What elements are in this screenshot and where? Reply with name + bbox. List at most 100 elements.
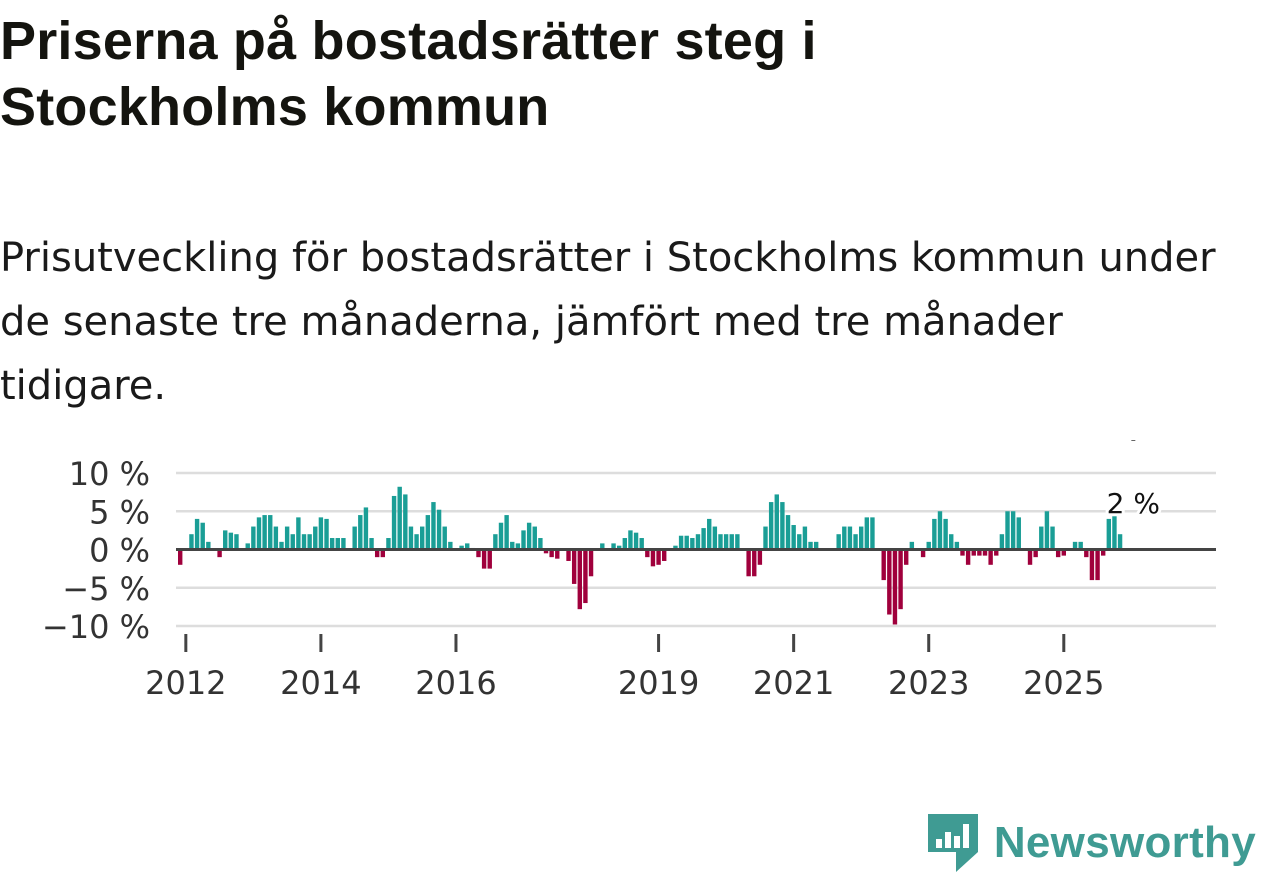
bar — [1078, 541, 1083, 550]
bar — [234, 534, 239, 550]
x-tick-label: 2021 — [753, 664, 834, 702]
bar — [965, 549, 971, 565]
bar — [284, 526, 290, 550]
bar — [532, 526, 537, 550]
bar — [684, 535, 689, 550]
bar — [515, 543, 521, 550]
bar — [729, 534, 734, 550]
bar — [403, 494, 408, 550]
newsworthy-logo: Newsworthy — [927, 813, 1256, 873]
bar — [178, 549, 183, 565]
bar — [324, 518, 329, 550]
x-tick-label: 2023 — [888, 664, 969, 702]
bar — [678, 535, 684, 550]
bar — [701, 528, 706, 550]
bar — [656, 549, 661, 565]
x-tick-label: 2014 — [280, 664, 361, 702]
bar — [858, 526, 864, 550]
bar — [802, 526, 808, 550]
bar — [853, 534, 858, 550]
chart-title: Priserna på bostadsrätter steg i Stockho… — [0, 11, 817, 137]
bar — [555, 549, 560, 559]
bar — [718, 534, 723, 550]
bar — [318, 517, 324, 550]
chart-subtitle: Prisutveckling för bostadsrätter i Stock… — [0, 235, 1216, 409]
bar — [797, 534, 802, 550]
bar — [408, 526, 414, 550]
bar — [217, 549, 222, 558]
x-tick-label: 2025 — [1023, 664, 1104, 702]
bar — [960, 549, 965, 556]
bar — [268, 515, 273, 550]
bar — [780, 502, 785, 550]
bar — [847, 526, 853, 550]
bar — [690, 538, 695, 550]
bar — [386, 538, 391, 550]
x-tick-label: 2012 — [145, 664, 226, 702]
bar — [707, 518, 712, 550]
bar — [465, 543, 470, 550]
bar — [442, 526, 447, 550]
bar — [571, 549, 577, 584]
bar — [290, 534, 295, 550]
bar — [262, 515, 267, 550]
bar — [329, 538, 335, 550]
bar — [723, 534, 729, 550]
x-tick-label: 2019 — [618, 664, 699, 702]
bar — [1050, 526, 1055, 550]
bar — [1112, 515, 1117, 550]
x-axis: 2012 2014 2016 2019 2021 2023 2025 — [145, 634, 1105, 702]
bar — [611, 543, 616, 550]
bar — [673, 545, 678, 550]
bar — [481, 549, 487, 569]
y-axis-labels: 10 %5 %0 %−5 %−10 % — [42, 455, 150, 646]
gridlines — [176, 471, 1216, 628]
bar — [549, 549, 554, 558]
bar — [521, 530, 526, 550]
bar — [622, 538, 628, 550]
bar — [982, 549, 988, 556]
bar — [1033, 549, 1038, 558]
bar — [380, 549, 386, 558]
bar — [1044, 511, 1050, 550]
bar — [307, 534, 312, 550]
y-tick-label: −5 % — [62, 570, 150, 608]
bar — [1005, 511, 1010, 550]
bar — [932, 518, 937, 550]
bar — [301, 534, 307, 550]
bar — [476, 549, 481, 558]
bar — [695, 534, 701, 550]
bar — [251, 526, 256, 550]
bar-chart-logo-icon — [927, 814, 978, 872]
bar — [374, 549, 380, 558]
bar — [1072, 541, 1078, 550]
brand-name: Newsworthy — [993, 818, 1256, 867]
bar — [200, 522, 205, 550]
annotation-label: 2 % — [1107, 487, 1160, 520]
y-tick-label: 5 % — [89, 493, 150, 531]
bar — [431, 502, 436, 550]
x-tick-label: 2016 — [415, 664, 496, 702]
bar — [864, 517, 870, 550]
annotation: 2 % — [1104, 440, 1163, 523]
bar — [977, 549, 982, 556]
bar — [763, 526, 768, 550]
bar — [189, 534, 194, 550]
bar — [538, 538, 543, 550]
bar — [735, 534, 740, 550]
bar — [926, 541, 931, 550]
bar — [1100, 549, 1106, 556]
bar — [1089, 549, 1095, 581]
bar — [892, 549, 898, 625]
bar — [842, 526, 847, 550]
bar — [909, 541, 915, 550]
bar — [498, 522, 504, 550]
bar — [279, 541, 284, 550]
bar — [1027, 549, 1033, 565]
bar — [526, 522, 532, 550]
bar — [712, 526, 718, 550]
bar — [600, 543, 605, 550]
bar — [836, 534, 841, 550]
bar — [206, 541, 211, 550]
bar — [645, 549, 650, 558]
